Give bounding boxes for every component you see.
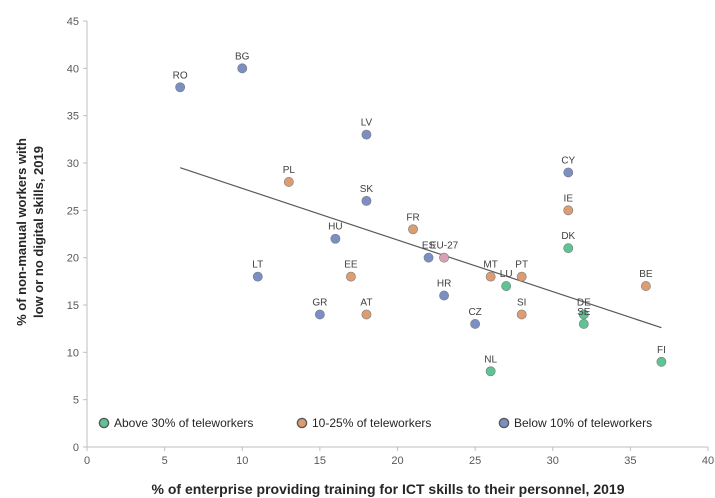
point-label-lu: LU [500,269,513,280]
y-tick-label: 10 [67,347,79,359]
x-tick-label: 40 [702,455,714,467]
point-si [516,309,527,320]
y-tick-label: 15 [67,300,79,312]
point-ee [346,271,356,282]
point-at [361,309,372,320]
point-label-pt: PT [515,260,528,271]
legend-marker-10-25-of-teleworkers [296,417,308,429]
point-sk [361,195,372,206]
point-eu-27 [439,252,449,263]
x-tick-label: 0 [84,455,90,467]
legend-label-above-30-of-teleworkers: Above 30% of teleworkers [114,416,253,430]
legend-marker-above-30-of-teleworkers [98,417,110,429]
point-label-cy: CY [561,155,575,166]
y-axis-title-line-1: % of non-manual workers with [14,138,29,326]
point-lu [501,281,512,291]
point-label-lt: LT [252,260,263,271]
point-label-sk: SK [360,184,374,195]
point-label-hr: HR [437,279,451,290]
x-axis-title: % of enterprise providing training for I… [152,481,625,497]
point-label-gr: GR [312,297,327,308]
point-lt [252,271,263,282]
point-label-hu: HU [328,222,342,233]
point-es [423,252,434,263]
x-tick-label: 25 [469,455,481,467]
point-hr [439,290,449,301]
point-label-bg: BG [235,51,250,62]
x-tick-label: 5 [162,455,168,467]
point-label-se: SE [577,307,591,318]
x-tick-label: 35 [624,455,636,467]
point-label-de: DE [577,297,591,308]
y-tick-label: 5 [73,395,79,407]
point-label-eu-27: EU-27 [430,241,459,252]
y-tick-label: 40 [67,63,79,75]
y-axis-title-line-2: low or no digital skills, 2019 [31,146,46,318]
point-nl [485,366,496,377]
y-tick-label: 45 [67,16,79,28]
point-se [578,319,589,329]
trend-line [179,167,662,329]
point-fi [656,356,667,367]
point-lv [361,129,372,140]
y-tick-label: 25 [67,205,79,217]
legend-label-10-25-of-teleworkers: 10-25% of teleworkers [312,416,431,430]
point-fr [408,224,418,235]
y-tick-label: 30 [67,158,79,170]
x-tick-label: 30 [547,455,559,467]
plot-area: 0 5 10 15 20 25 30 35 40 0 5 10 15 20 25 30 35 40 45 DK LU DE… [67,16,714,467]
point-label-ie: IE [564,193,574,204]
point-cz [470,319,481,329]
point-label-pl: PL [283,165,296,176]
point-label-fi: FI [657,345,666,356]
point-label-at: AT [360,297,372,308]
y-tick-label: 35 [67,111,79,123]
point-label-si: SI [517,297,526,308]
point-ie [563,205,574,216]
point-label-be: BE [639,269,653,280]
point-dk [563,243,574,254]
x-tick-label: 10 [236,455,248,467]
point-label-cz: CZ [468,307,481,318]
legend-label-below-10-of-teleworkers: Below 10% of teleworkers [514,416,652,430]
point-label-dk: DK [561,231,575,242]
point-be [641,281,651,291]
y-axis-title: % of non-manual workers with low or no d… [14,138,46,326]
point-label-fr: FR [406,212,419,223]
legend-marker-below-10-of-teleworkers [498,417,510,429]
point-hu [330,233,341,244]
point-label-ro: RO [173,70,188,81]
point-pl [283,177,294,187]
y-tick-label: 0 [73,442,79,454]
point-mt [485,271,496,282]
y-tick-label: 20 [67,253,79,265]
point-cy [563,167,574,178]
point-gr [314,309,325,320]
legend: Above 30% of teleworkers 10-25% of telewo… [98,416,652,430]
point-label-lv: LV [361,118,373,129]
point-pt [516,271,527,282]
point-label-ee: EE [344,260,358,271]
point-ro [175,82,186,93]
x-tick-label: 20 [391,455,403,467]
point-label-mt: MT [483,260,497,271]
point-label-es: ES [422,241,436,252]
point-bg [237,63,248,74]
x-tick-label: 15 [314,455,326,467]
point-label-nl: NL [484,354,497,365]
